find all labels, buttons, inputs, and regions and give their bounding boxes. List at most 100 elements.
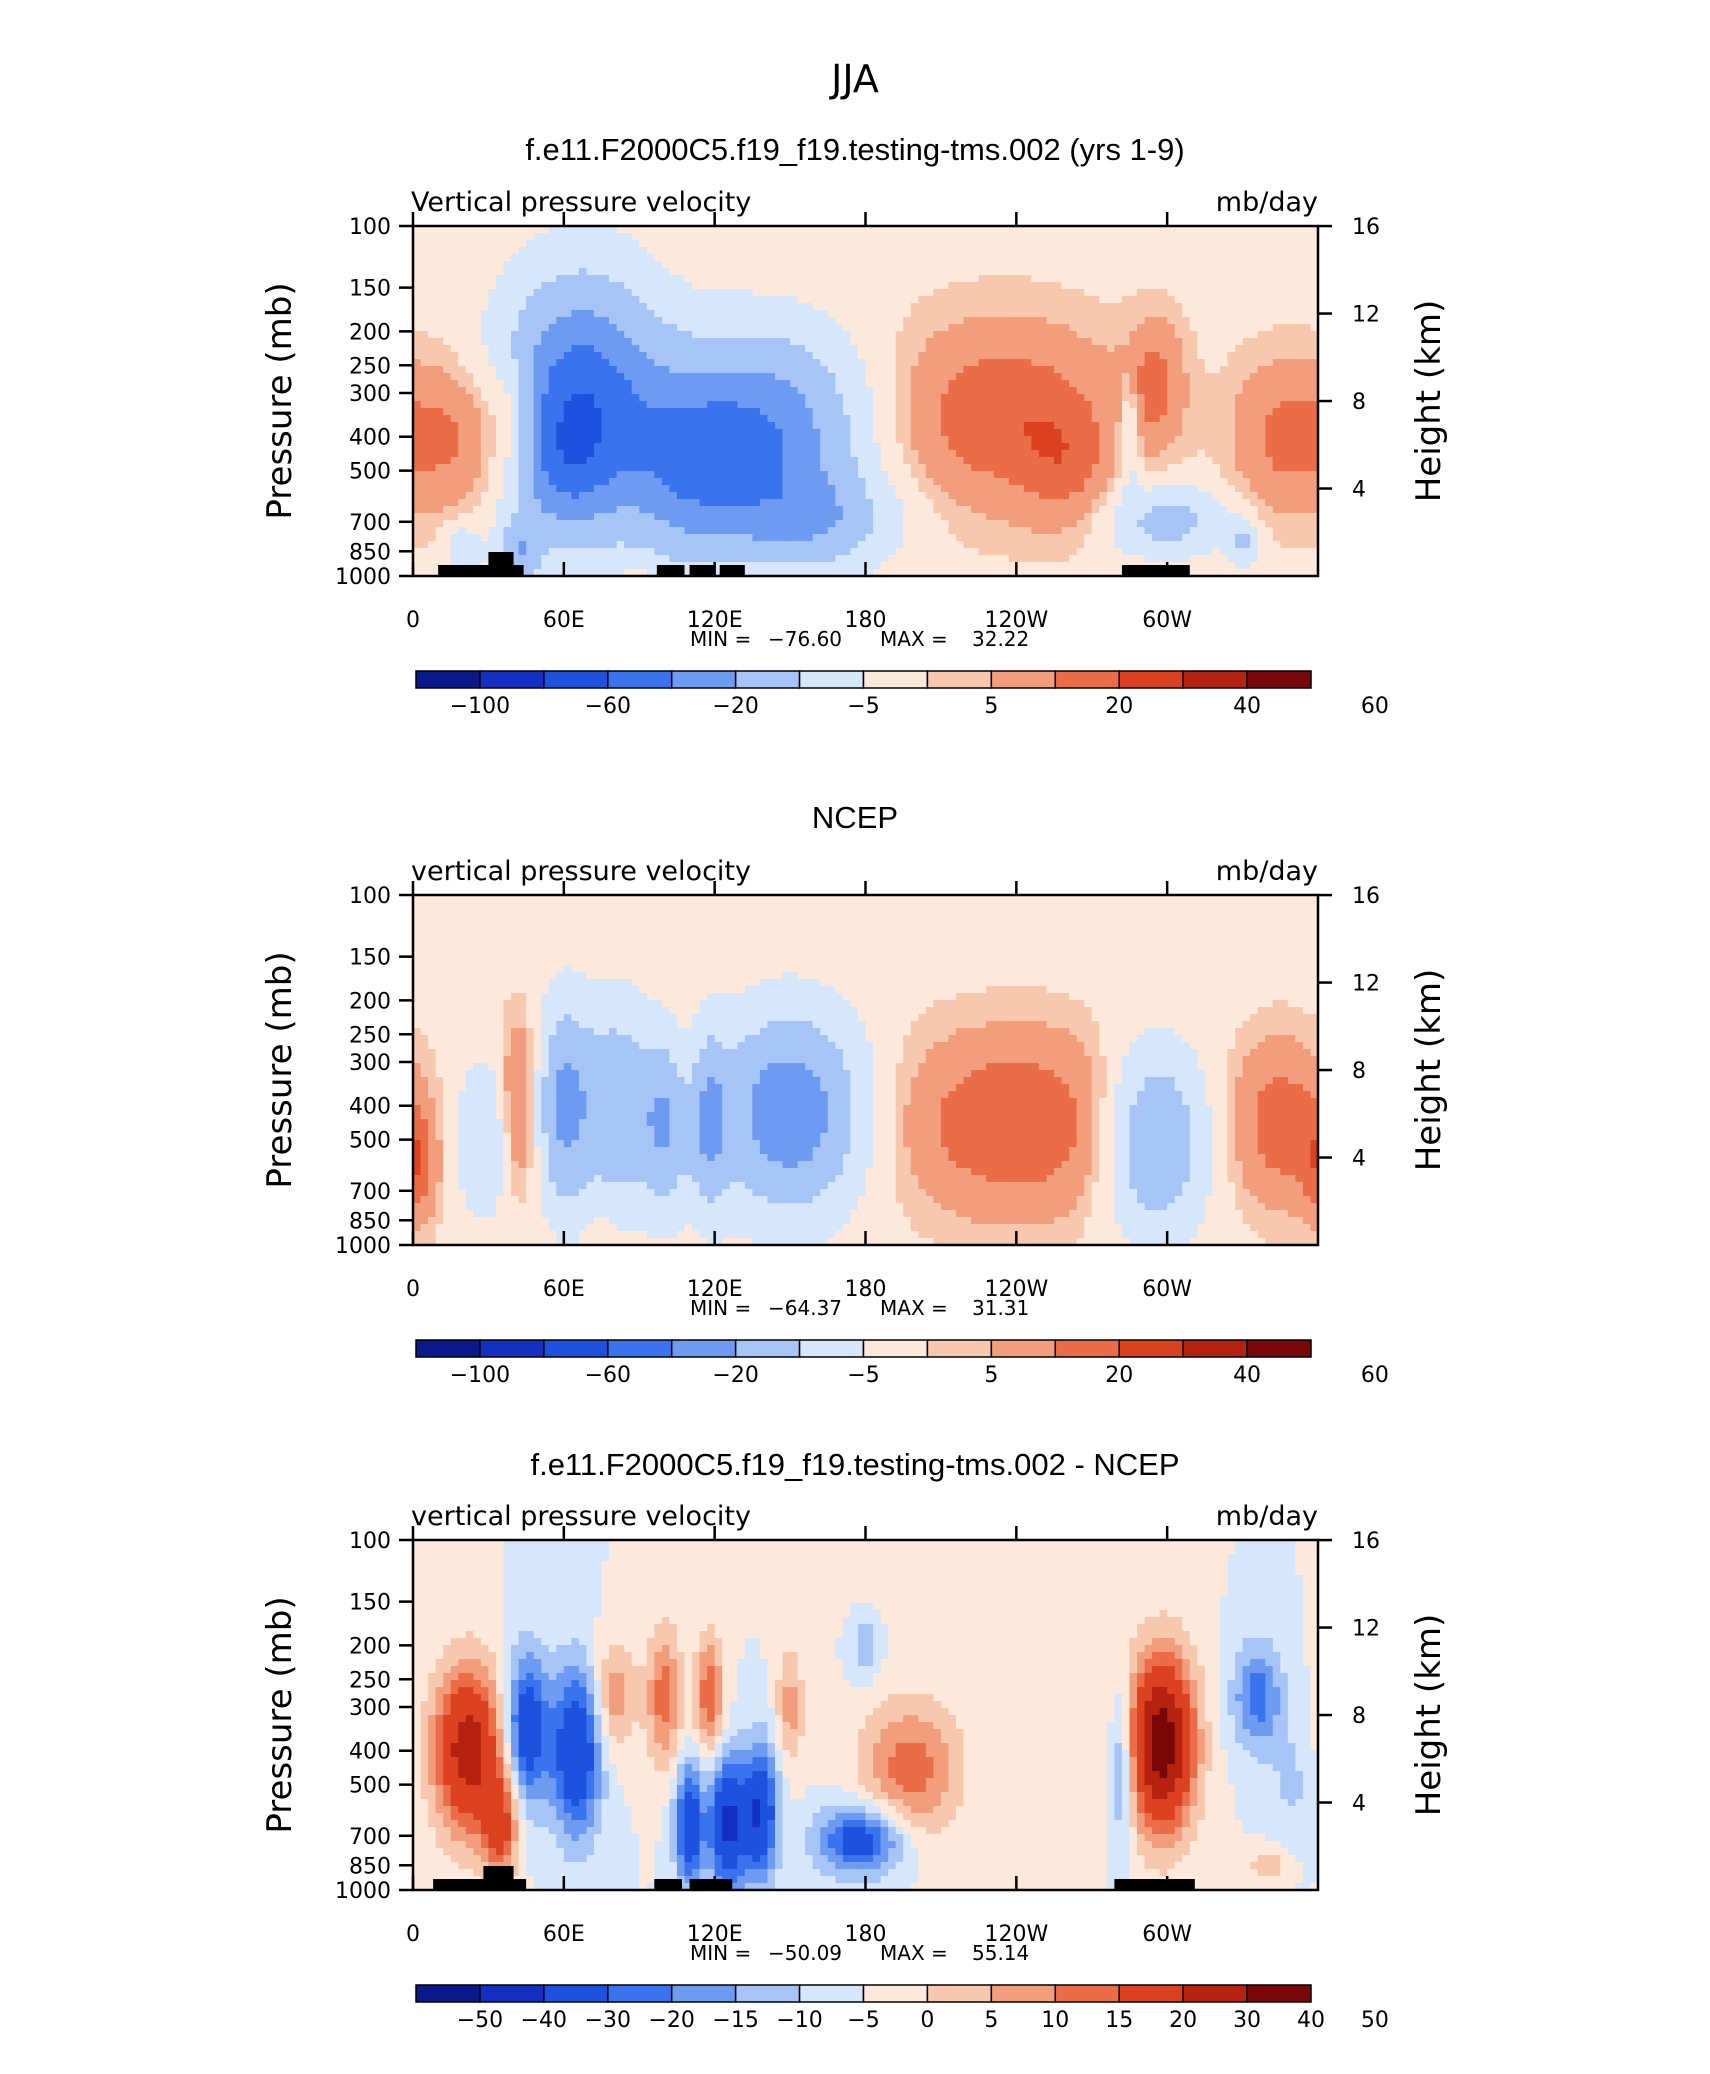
heatmap-cell	[1152, 268, 1161, 276]
heatmap-cell	[722, 359, 731, 367]
heatmap-cell	[578, 380, 588, 388]
heatmap-cell	[1257, 310, 1266, 318]
heatmap-cell	[692, 478, 701, 486]
heatmap-cell	[1038, 338, 1048, 346]
heatmap-cell	[1129, 408, 1138, 416]
heatmap-cell	[1250, 380, 1259, 388]
heatmap-cell	[729, 478, 738, 486]
heatmap-cell	[827, 478, 836, 486]
heatmap-cell	[1310, 303, 1319, 311]
heatmap-cell	[458, 282, 467, 290]
heatmap-cell	[676, 499, 686, 507]
heatmap-cell	[895, 450, 904, 458]
heatmap-cell	[722, 331, 731, 339]
heatmap-cell	[548, 226, 557, 234]
heatmap-cell	[1265, 373, 1274, 381]
heatmap-cell	[707, 247, 716, 255]
heatmap-cell	[654, 345, 663, 353]
heatmap-cell	[1272, 233, 1281, 241]
heatmap-cell	[413, 373, 422, 381]
heatmap-cell	[1001, 226, 1010, 234]
heatmap-cell	[1038, 275, 1048, 283]
heatmap-cell	[1061, 338, 1070, 346]
heatmap-cell	[541, 450, 550, 458]
heatmap-cell	[1310, 366, 1319, 374]
heatmap-cell	[1031, 485, 1040, 493]
heatmap-cell	[865, 289, 874, 297]
heatmap-cell	[835, 289, 844, 297]
heatmap-cell	[805, 506, 814, 514]
heatmap-cell	[1114, 394, 1123, 402]
heatmap-cell	[1114, 352, 1123, 360]
heatmap-cell	[511, 275, 520, 283]
heatmap-cell	[1091, 450, 1100, 458]
heatmap-cell	[963, 359, 972, 367]
heatmap-cell	[661, 296, 671, 304]
heatmap-cell	[692, 324, 701, 332]
heatmap-cell	[1031, 422, 1040, 430]
heatmap-cell	[526, 324, 535, 332]
heatmap-cell	[661, 506, 671, 514]
heatmap-cell	[450, 492, 459, 500]
heatmap-cell	[563, 450, 572, 458]
heatmap-cell	[1054, 499, 1063, 507]
heatmap-cell	[1137, 401, 1146, 409]
heatmap-cell	[1114, 247, 1123, 255]
heatmap-cell	[616, 289, 625, 297]
heatmap-cell	[511, 485, 520, 493]
heatmap-cell	[586, 436, 595, 444]
heatmap-cell	[1265, 429, 1274, 437]
heatmap-cell	[420, 478, 429, 486]
heatmap-cell	[812, 226, 821, 234]
heatmap-cell	[1084, 261, 1093, 269]
heatmap-cell	[1016, 345, 1025, 353]
heatmap-cell	[850, 261, 859, 269]
heatmap-cell	[548, 513, 557, 521]
heatmap-cell	[676, 422, 686, 430]
heatmap-cell	[1023, 443, 1033, 451]
heatmap-cell	[925, 492, 934, 500]
heatmap-cell	[1091, 352, 1100, 360]
heatmap-cell	[1031, 310, 1040, 318]
heatmap-cell	[669, 233, 678, 241]
heatmap-cell	[1016, 443, 1025, 451]
heatmap-cell	[676, 282, 686, 290]
heatmap-cell	[526, 422, 535, 430]
heatmap-cell	[1295, 499, 1304, 507]
heatmap-cell	[775, 261, 784, 269]
heatmap-cell	[820, 310, 829, 318]
heatmap-cell	[1046, 457, 1055, 465]
heatmap-cell	[978, 471, 987, 479]
heatmap-cell	[948, 240, 957, 248]
heatmap-cell	[1219, 422, 1229, 430]
heatmap-cell	[1061, 310, 1070, 318]
heatmap-cell	[473, 513, 482, 521]
heatmap-cell	[594, 457, 603, 465]
heatmap-cell	[1242, 275, 1251, 283]
heatmap-cell	[413, 485, 422, 493]
heatmap-cell	[940, 422, 950, 430]
heatmap-cell	[601, 443, 610, 451]
heatmap-cell	[827, 345, 836, 353]
heatmap-cell	[1144, 464, 1153, 472]
heatmap-cell	[503, 415, 512, 423]
heatmap-cell	[895, 247, 904, 255]
heatmap-cell	[639, 485, 648, 493]
heatmap-cell	[1280, 359, 1289, 367]
heatmap-cell	[661, 471, 671, 479]
heatmap-cell	[857, 373, 867, 381]
heatmap-cell	[601, 289, 610, 297]
heatmap-cell	[646, 464, 655, 472]
heatmap-cell	[1219, 401, 1229, 409]
heatmap-cell	[1008, 282, 1017, 290]
heatmap-cell	[1302, 464, 1312, 472]
heatmap-cell	[1227, 331, 1236, 339]
heatmap-cell	[480, 282, 490, 290]
heatmap-cell	[903, 408, 912, 416]
heatmap-cell	[835, 450, 844, 458]
heatmap-cell	[1076, 310, 1085, 318]
heatmap-cell	[1250, 254, 1259, 262]
heatmap-cell	[963, 226, 972, 234]
heatmap-cell	[925, 436, 934, 444]
heatmap-cell	[692, 464, 701, 472]
